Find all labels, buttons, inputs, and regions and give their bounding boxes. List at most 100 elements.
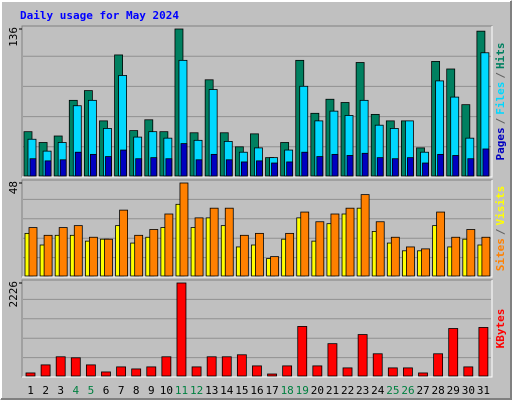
x-tick-label: 4 xyxy=(73,384,80,397)
bar xyxy=(25,372,36,377)
y-tick-label: 2226 xyxy=(7,281,20,308)
bar xyxy=(89,153,97,177)
bar xyxy=(119,209,128,277)
x-tick-label: 22 xyxy=(341,384,354,397)
bar xyxy=(209,207,219,277)
bar xyxy=(179,182,189,277)
bar xyxy=(448,328,459,377)
bar xyxy=(40,364,51,377)
x-tick-label: 1 xyxy=(27,384,34,397)
bar xyxy=(421,248,430,277)
bar xyxy=(482,148,490,177)
bar xyxy=(327,343,338,377)
bar xyxy=(146,366,157,377)
bar xyxy=(29,158,37,177)
bar xyxy=(240,161,248,177)
legend-separator: / xyxy=(494,72,507,79)
bar xyxy=(376,157,384,177)
legend-entry: Files xyxy=(494,82,507,115)
bar xyxy=(131,368,142,377)
bar xyxy=(88,236,98,277)
bar xyxy=(436,211,446,277)
bar xyxy=(224,207,234,277)
plot-area xyxy=(21,279,493,378)
bar xyxy=(105,156,112,177)
bar xyxy=(206,356,217,377)
x-tick-label: 31 xyxy=(477,384,490,397)
x-tick-label: 15 xyxy=(235,384,248,397)
bar xyxy=(390,236,400,277)
bar xyxy=(225,159,233,177)
plot-bevel xyxy=(22,280,493,378)
x-tick-label: 2 xyxy=(42,384,49,397)
bar xyxy=(375,221,385,277)
bar xyxy=(282,365,293,377)
bar xyxy=(387,367,398,377)
bar xyxy=(120,149,127,177)
bar xyxy=(433,353,444,377)
x-tick-label: 8 xyxy=(133,384,140,397)
x-tick-label: 9 xyxy=(148,384,155,397)
bar xyxy=(59,159,67,177)
plot-bevel xyxy=(22,26,493,178)
x-tick-label: 5 xyxy=(88,384,95,397)
legend-separator: / xyxy=(494,228,507,235)
bar xyxy=(180,143,188,177)
x-tick-label: 17 xyxy=(265,384,278,397)
x-tick-label: 14 xyxy=(220,384,234,397)
bar xyxy=(70,357,81,377)
x-tick-label: 16 xyxy=(250,384,263,397)
bar xyxy=(165,158,173,177)
bar xyxy=(407,157,414,177)
bar xyxy=(28,227,38,277)
x-tick-label: 6 xyxy=(103,384,110,397)
bar xyxy=(149,229,159,277)
bar xyxy=(239,234,249,277)
bar xyxy=(403,367,413,377)
bar xyxy=(300,211,310,277)
bar xyxy=(346,155,354,177)
bar xyxy=(236,354,247,377)
legend-entry: Sites xyxy=(494,238,507,271)
bar xyxy=(451,236,461,277)
bar xyxy=(58,227,68,277)
legend-entry: Visits xyxy=(494,186,507,226)
legend: KBytes xyxy=(494,309,507,349)
bar xyxy=(452,155,460,177)
bar xyxy=(481,236,491,277)
x-tick-label: 7 xyxy=(118,384,125,397)
bar xyxy=(210,153,218,177)
bar xyxy=(316,156,324,177)
x-tick-label: 25 xyxy=(386,384,399,397)
bar xyxy=(194,217,204,277)
bar xyxy=(43,234,53,277)
bar xyxy=(74,151,82,177)
bar xyxy=(418,372,428,377)
bar xyxy=(297,326,308,377)
x-tick-label: 29 xyxy=(447,384,460,397)
bar xyxy=(285,232,295,277)
bar xyxy=(150,157,158,177)
x-tick-label: 21 xyxy=(326,384,339,397)
legend-entry: KBytes xyxy=(494,309,507,349)
bar xyxy=(256,160,263,177)
bar xyxy=(463,366,474,377)
x-tick-label: 30 xyxy=(462,384,475,397)
x-tick-label: 3 xyxy=(57,384,64,397)
bar xyxy=(437,153,445,177)
bar xyxy=(44,160,52,177)
bar xyxy=(345,207,355,277)
bar xyxy=(101,371,111,377)
bar xyxy=(191,366,202,377)
x-tick-label: 20 xyxy=(311,384,324,397)
x-tick-label: 12 xyxy=(190,384,203,397)
y-tick-label: 48 xyxy=(7,181,20,194)
legend-entry: Pages xyxy=(494,127,507,160)
x-tick-label: 13 xyxy=(205,384,218,397)
bar xyxy=(330,213,340,277)
bar xyxy=(104,238,113,277)
bar xyxy=(422,162,429,177)
